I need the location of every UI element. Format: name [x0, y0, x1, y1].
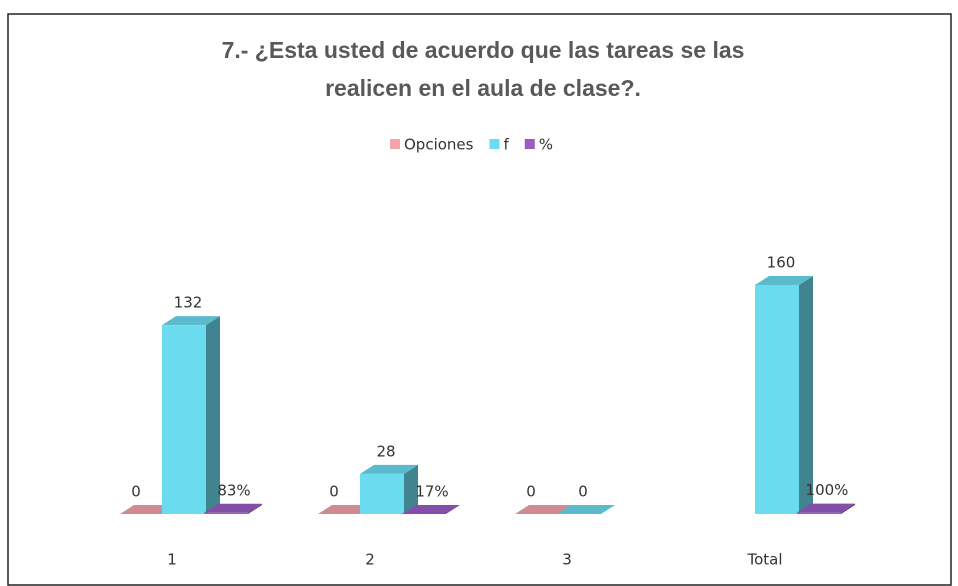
bar-side: [206, 316, 220, 514]
bar-top: [797, 503, 855, 513]
legend-label: %: [539, 136, 553, 154]
data-label: 17%: [415, 482, 448, 500]
data-label: 160: [767, 254, 796, 272]
bar-top: [755, 276, 813, 285]
bar-top: [204, 503, 262, 513]
bar-floor: [557, 505, 615, 514]
bar: [797, 503, 855, 514]
data-label: 100%: [806, 481, 849, 499]
x-tick-label: 3: [562, 551, 572, 569]
bar-top: [162, 316, 220, 326]
x-tick-label: 2: [365, 551, 375, 569]
legend-swatch: [390, 139, 400, 149]
legend-swatch: [524, 139, 535, 149]
bar-front: [162, 325, 206, 514]
bar: [360, 464, 418, 514]
bar-side: [841, 503, 855, 514]
legend-label: f: [503, 136, 509, 154]
legend-swatch: [489, 139, 500, 149]
data-label: 28: [376, 442, 395, 460]
data-label: 132: [174, 294, 203, 312]
bar: [515, 505, 573, 514]
bar: [204, 503, 262, 514]
bar: [557, 505, 615, 514]
data-label: 0: [329, 483, 339, 501]
bar-top: [360, 464, 418, 474]
bar-floor: [515, 505, 573, 514]
chart-title: 7.- ¿Esta usted de acuerdo que las tarea…: [222, 37, 745, 63]
bar: [755, 276, 813, 514]
bar-front: [797, 512, 841, 514]
data-label: 0: [131, 483, 141, 501]
bar: [162, 316, 220, 514]
bar: [402, 505, 460, 514]
legend-label: Opciones: [404, 136, 474, 154]
bar-side: [248, 503, 262, 514]
data-label: 83%: [217, 481, 250, 499]
bar-floor: [402, 505, 460, 514]
data-label: 0: [526, 483, 536, 501]
chart-title: realicen en el aula de clase?.: [325, 75, 641, 101]
bar-front: [204, 512, 248, 514]
bar-side: [799, 276, 813, 514]
x-tick-label: Total: [746, 551, 782, 569]
data-label: 0: [578, 483, 588, 501]
bar-side: [404, 464, 418, 514]
bar-front: [755, 285, 799, 514]
bar-front: [360, 473, 404, 514]
x-tick-label: 1: [167, 551, 177, 569]
